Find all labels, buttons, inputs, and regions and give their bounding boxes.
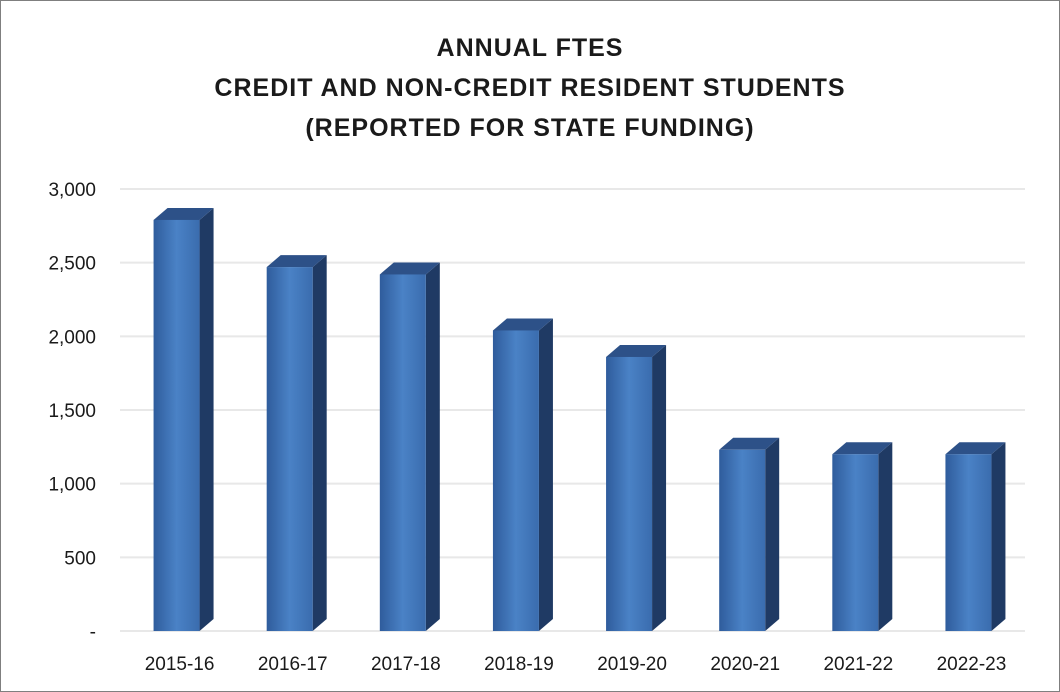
x-tick-label: 2019-20 <box>597 654 667 675</box>
chart-title-line-2: CREDIT AND NON-CREDIT RESIDENT STUDENTS <box>214 74 846 102</box>
x-tick-label: 2022-23 <box>937 654 1007 675</box>
x-tick-label: 2020-21 <box>710 654 780 675</box>
bar-top <box>492 318 553 331</box>
bar <box>945 442 1006 631</box>
x-tick-label: 2017-18 <box>371 654 441 675</box>
bar <box>719 437 780 631</box>
bar-front <box>719 449 766 631</box>
bar-front <box>945 454 992 631</box>
y-tick-label: 1,000 <box>48 475 96 496</box>
bar-top <box>266 255 327 268</box>
y-tick-label: 2,000 <box>48 327 96 348</box>
y-tick-label: - <box>90 622 96 643</box>
chart-title-line-1: ANNUAL FTES <box>436 34 624 62</box>
bar-side <box>991 442 1006 631</box>
chart-title-line-3: (REPORTED FOR STATE FUNDING) <box>305 114 755 142</box>
bar-side <box>878 442 893 631</box>
x-tick-label: 2016-17 <box>258 654 328 675</box>
bar-top <box>379 262 440 275</box>
x-axis-ticks: 2015-16 2016-17 2017-18 2018-19 2019-20 2020-… <box>145 654 1007 675</box>
x-tick-label: 2015-16 <box>145 654 215 675</box>
x-tick-label: 2018-19 <box>484 654 554 675</box>
bar-top <box>832 442 893 455</box>
bar-side <box>652 344 667 631</box>
y-tick-label: 2,500 <box>48 254 96 275</box>
bar-front <box>492 330 539 631</box>
bar-side <box>765 437 780 631</box>
bar-side <box>199 207 214 631</box>
bar-top <box>945 442 1006 455</box>
bar <box>492 318 553 631</box>
y-tick-label: 3,000 <box>48 180 96 201</box>
bar-top <box>153 207 214 220</box>
bar-front <box>266 267 313 631</box>
y-tick-label: 500 <box>64 548 96 569</box>
bar-side <box>312 255 327 631</box>
bar <box>832 442 893 631</box>
bar-front <box>606 356 653 631</box>
bar-front <box>153 219 200 631</box>
bar-side <box>538 318 553 631</box>
bar-top <box>606 344 667 357</box>
bar <box>379 262 440 631</box>
bar <box>266 255 327 631</box>
bar-top <box>719 437 780 450</box>
bar-side <box>425 262 440 631</box>
bar <box>153 207 214 631</box>
bar-front <box>379 274 426 631</box>
bars <box>153 207 1006 631</box>
bar-front <box>832 454 879 631</box>
y-tick-label: 1,500 <box>48 401 96 422</box>
x-tick-label: 2021-22 <box>823 654 893 675</box>
bar <box>606 344 667 631</box>
y-axis-ticks: - 500 1,000 1,500 2,000 2,500 3,000 <box>48 180 96 643</box>
